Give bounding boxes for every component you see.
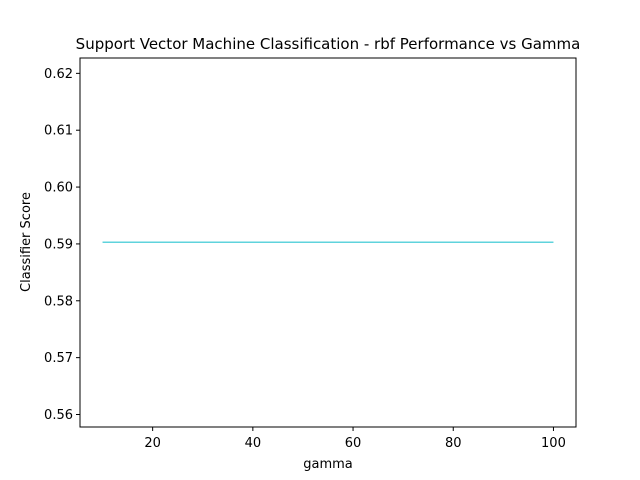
y-tick-label: 0.62 (44, 67, 73, 82)
x-tick-label: 100 (541, 436, 566, 451)
x-axis-label: gamma (303, 457, 353, 472)
x-axis: 20 40 60 80 100 (144, 427, 566, 451)
plot-area (79, 57, 577, 428)
y-tick-label: 0.60 (44, 181, 73, 196)
x-tick-label: 60 (345, 436, 362, 451)
y-tick-label: 0.57 (44, 351, 73, 366)
y-tick-label: 0.59 (44, 237, 73, 252)
y-axis-label: Classifier Score (19, 192, 34, 292)
chart-title: Support Vector Machine Classification - … (76, 35, 581, 53)
x-tick-label: 40 (245, 436, 262, 451)
x-tick-label: 20 (144, 436, 161, 451)
y-tick-label: 0.61 (44, 124, 73, 139)
y-tick-label: 0.56 (44, 408, 73, 423)
y-tick-label: 0.58 (44, 294, 73, 309)
y-axis: 0.56 0.57 0.58 0.59 0.60 0.61 0.62 (44, 67, 80, 423)
x-tick-label: 80 (445, 436, 462, 451)
